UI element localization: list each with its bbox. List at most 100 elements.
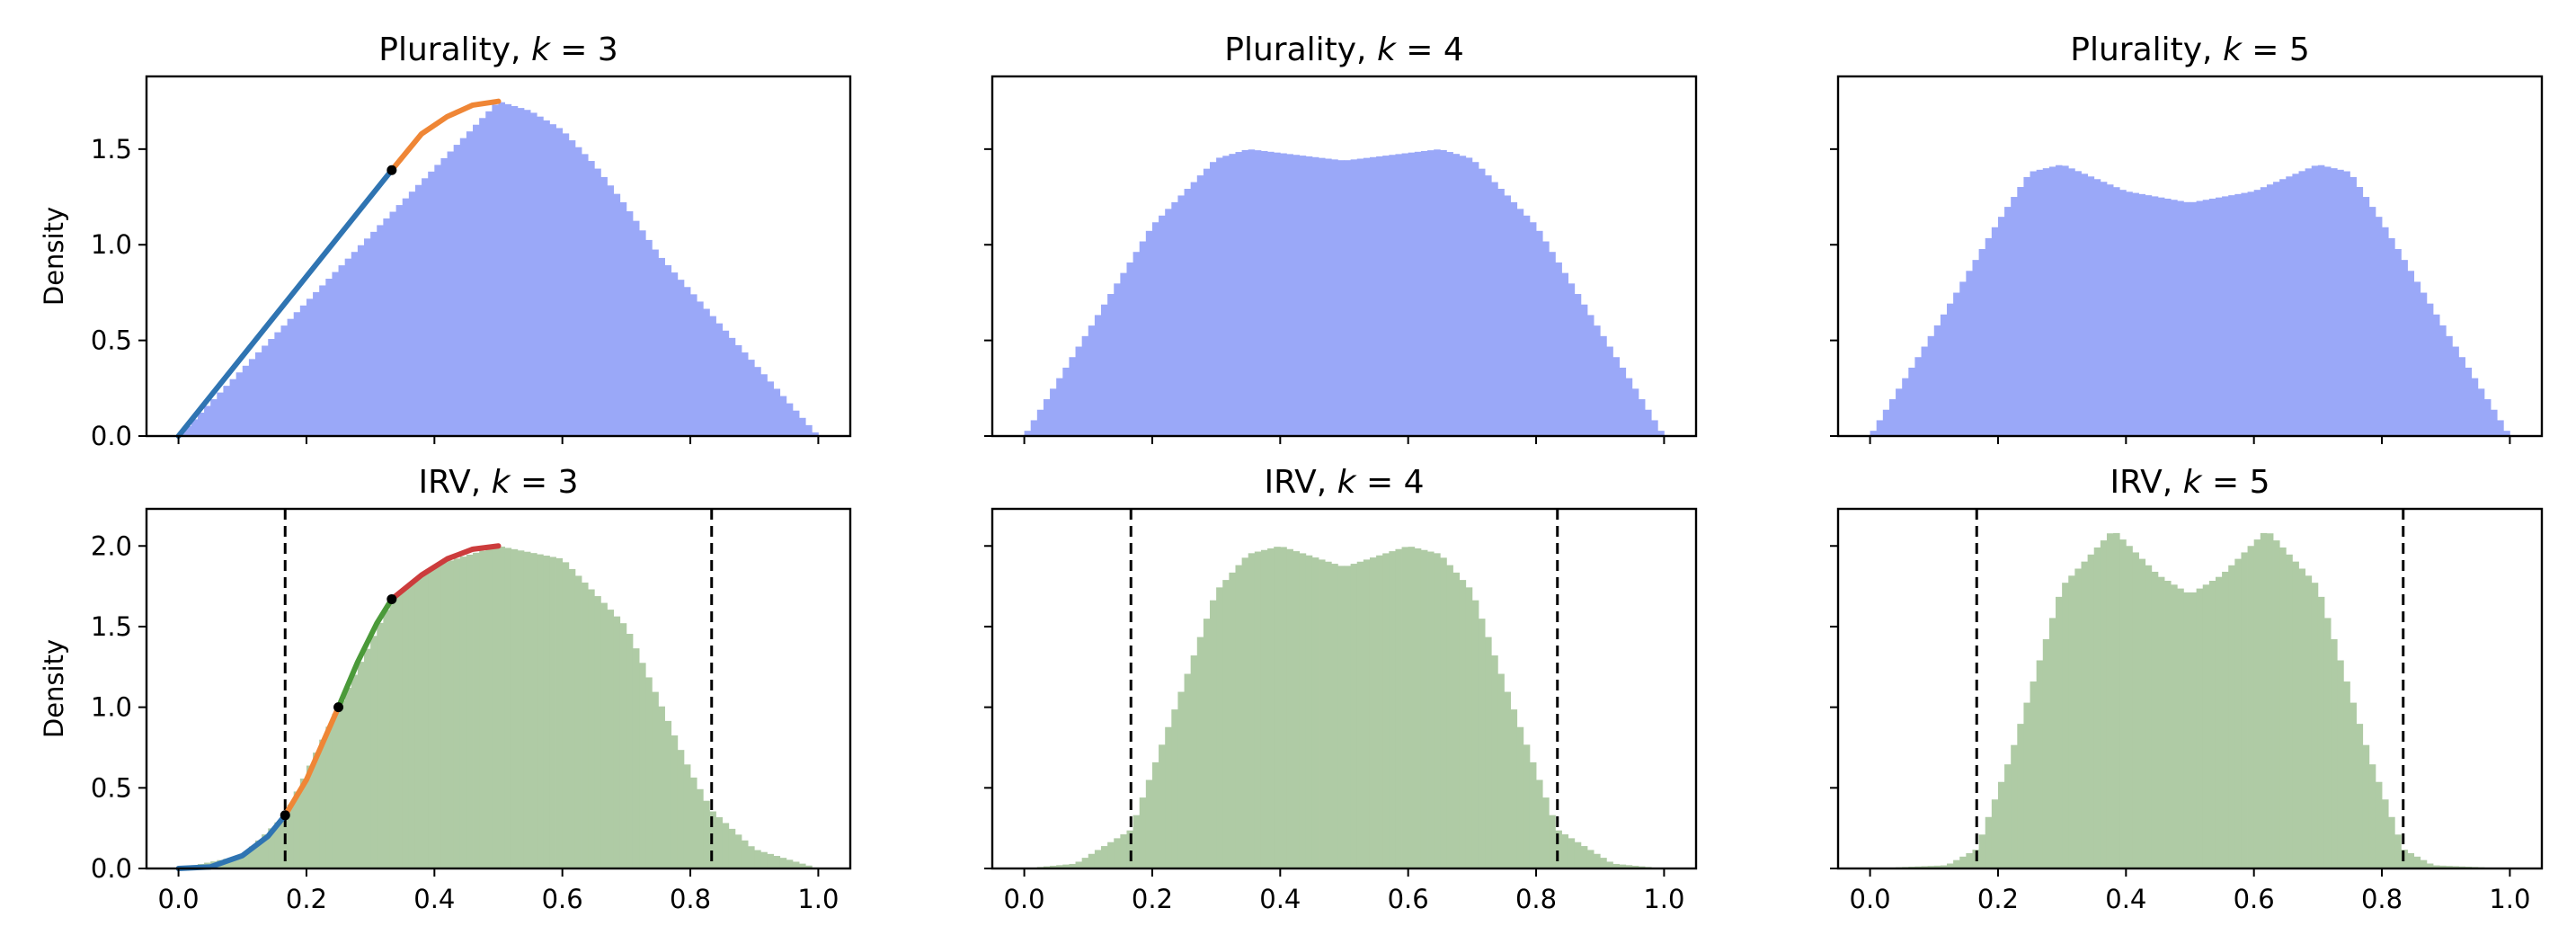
hist-bar (1516, 209, 1524, 436)
title-prefix: Plurality, (1224, 31, 1377, 68)
hist-bar (2337, 660, 2344, 868)
hist-bar (530, 112, 537, 436)
axes-frame (1836, 75, 2544, 438)
hist-bar (786, 403, 794, 436)
hist-bar (792, 861, 800, 868)
hist-bar (645, 239, 653, 436)
hist-bar (1382, 156, 1390, 436)
hist-bar (2126, 546, 2133, 868)
hist-bar (2471, 378, 2479, 436)
hist-bar (2215, 197, 2223, 436)
hist-bar (1516, 726, 1524, 868)
hist-bar (760, 851, 768, 868)
hist-bar (204, 405, 211, 436)
hist-bar (1151, 761, 1159, 868)
hist-bar (1465, 157, 1473, 436)
hist-bar (2190, 201, 2198, 436)
hist-bar (1908, 367, 1915, 436)
hist-bar (1248, 149, 1256, 436)
hist-bar (1267, 151, 1275, 437)
hist-bar (2311, 583, 2319, 868)
hist-bar (1549, 815, 1556, 868)
hist-bar (2081, 174, 2089, 437)
hist-bar (2452, 346, 2459, 436)
subplot-plurality-k5: Plurality, k = 5 (1830, 31, 2544, 444)
hist-bar (2234, 558, 2242, 868)
hist-bar (613, 193, 621, 436)
hist-bar (626, 634, 634, 868)
hist-bar (319, 285, 326, 436)
hist-bar (2356, 724, 2364, 868)
hist-bar (2145, 565, 2153, 868)
hist-bar (594, 596, 601, 868)
hist-bar (268, 339, 275, 436)
hist-bar (1081, 858, 1089, 868)
hist-bar (715, 323, 724, 436)
hist-bar (555, 128, 564, 436)
hist-bar (428, 171, 435, 436)
hist-bar (1574, 294, 1582, 436)
hist-bar (1363, 157, 1371, 436)
y-axis-label: Density (39, 639, 69, 738)
hist-bar (2228, 195, 2235, 436)
title-equals: = (511, 464, 558, 501)
hist-bar (1101, 846, 1108, 868)
hist-bar (728, 337, 736, 436)
x-tick-label: 1.0 (1643, 884, 1684, 914)
breakpoint-dot (280, 810, 290, 821)
hist-bar (2426, 863, 2434, 868)
hist-bar (1600, 335, 1607, 436)
hist-bar (1491, 182, 1498, 436)
hist-bar (683, 287, 691, 436)
hist-bar (2292, 561, 2299, 868)
hist-bar (1414, 548, 1422, 868)
title-k-symbol: k (1377, 31, 1398, 68)
hist-bar (332, 713, 339, 868)
hist-bar (242, 365, 250, 436)
hist-bar (588, 161, 595, 437)
hist-bar (741, 352, 749, 436)
hist-bar (1972, 260, 1979, 436)
hist-bar (1997, 217, 2005, 436)
hist-bar (562, 133, 570, 437)
subplot-title: IRV, k = 4 (1264, 464, 1424, 501)
hist-bar (2413, 281, 2421, 436)
hist-bar (2100, 182, 2108, 436)
hist-bar (2222, 571, 2229, 868)
hist-bar (2113, 187, 2120, 437)
hist-bar (191, 419, 199, 436)
subplot-title: Plurality, k = 5 (2070, 31, 2310, 68)
hist-bar (1114, 838, 1121, 868)
x-tick-label: 0.8 (1515, 884, 1557, 914)
hist-bar (492, 104, 499, 436)
hist-bar (530, 553, 537, 868)
hist-bar (2491, 409, 2498, 436)
hist-bar (1369, 557, 1377, 868)
hist-bar (2394, 249, 2402, 436)
hist-bar (1497, 189, 1505, 436)
hist-bar (313, 753, 320, 868)
hist-bar (485, 548, 493, 868)
hist-bar (2260, 187, 2268, 437)
hist-bar (1542, 797, 1550, 868)
hist-bar (2222, 196, 2229, 437)
title-k-value: 4 (1443, 31, 1464, 68)
hist-bar (1619, 367, 1627, 436)
hist-bar (1586, 850, 1594, 868)
hist-bar (1947, 863, 1954, 868)
hist-bar (2388, 237, 2395, 436)
hist-bar (280, 325, 288, 436)
hist-bar (1555, 830, 1562, 868)
axes-frame (145, 507, 852, 870)
hist-bar (1325, 561, 1332, 868)
hist-bar (1485, 175, 1492, 436)
hist-bar (255, 352, 262, 436)
hist-bar (645, 677, 653, 868)
hist-bar (422, 178, 429, 437)
x-tick-label: 0.2 (1132, 884, 1173, 914)
x-tick-label: 0.6 (1388, 884, 1429, 914)
hist-bar (2273, 182, 2280, 436)
hist-bar (2190, 592, 2198, 868)
hist-bar (2074, 171, 2082, 436)
hist-bar (1985, 816, 1993, 868)
